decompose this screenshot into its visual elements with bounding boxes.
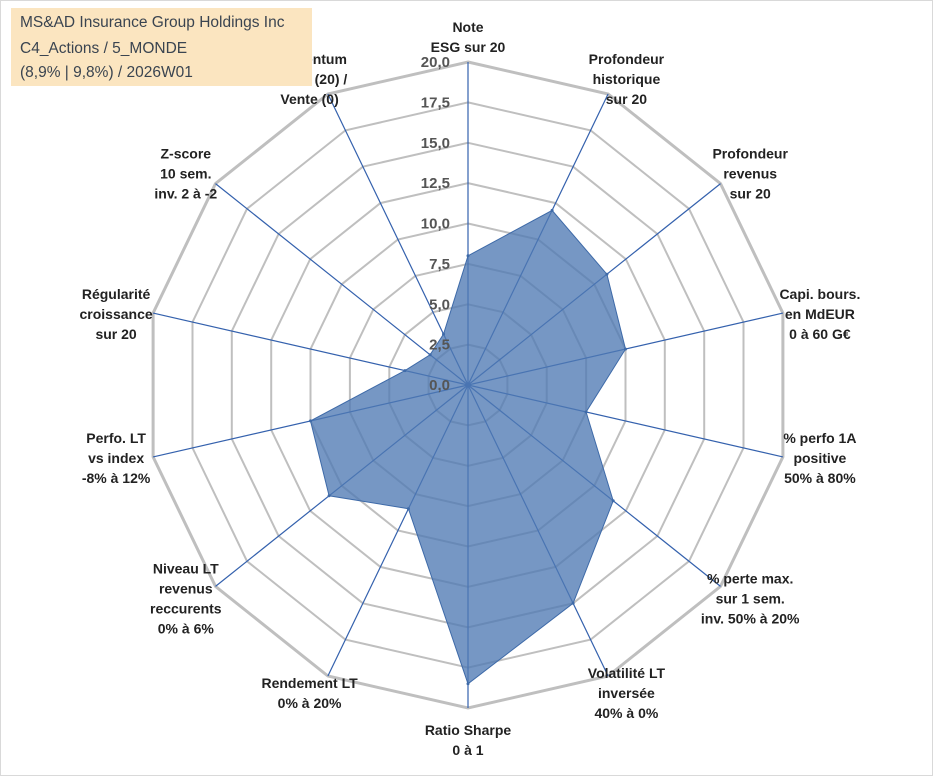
radar-series	[309, 208, 627, 686]
axis-label-2: Profondeur revenus sur 20	[712, 145, 788, 201]
tick-label: 10,0	[421, 216, 450, 233]
axis-label-line: revenus	[723, 165, 777, 181]
axis-label-9: Niveau LT revenus reccurents 0% à 6%	[150, 561, 222, 637]
axis-label-12: Z-score 10 sem. inv. 2 à -2	[154, 145, 217, 201]
axis-label-line: Niveau LT	[153, 561, 219, 577]
axis-label-11: Régularité croissance sur 20	[80, 286, 153, 342]
series-point-0	[466, 254, 470, 258]
axis-label-line: 0% à 6%	[158, 621, 215, 637]
axis-label-line: croissance	[80, 306, 153, 322]
series-point-1	[550, 208, 554, 212]
axis-label-line: Rendement LT	[261, 675, 358, 691]
tick-label: 15,0	[421, 135, 450, 152]
header-box: MS&AD Insurance Group Holdings Inc C4_Ac…	[11, 8, 312, 86]
series-point-10	[309, 419, 312, 423]
axis-label-line: positive	[793, 450, 846, 466]
series-point-2	[605, 272, 609, 276]
axis-label-line: Capi. bours.	[779, 286, 860, 302]
axis-label-line: Profondeur	[589, 51, 665, 67]
series-point-5	[611, 499, 615, 503]
radar-axis-labels: Note ESG sur 20 Profondeur historique sur 20…	[80, 19, 861, 758]
axis-label-line: Perfo. LT	[86, 430, 146, 446]
axis-label-line: Ratio Sharpe	[425, 722, 512, 738]
axis-label-line: sur 20	[606, 91, 647, 107]
axis-label-line: 40% à 0%	[594, 705, 658, 721]
axis-label-line: reccurents	[150, 601, 222, 617]
axis-label-line: sur 1 sem.	[716, 591, 785, 607]
spoke-12	[215, 183, 469, 386]
axis-label-line: inv. 2 à -2	[154, 185, 217, 201]
series-point-8	[406, 507, 410, 511]
axis-label-8: Rendement LT 0% à 20%	[261, 675, 358, 711]
axis-label-4: % perfo 1A positive 50% à 80%	[783, 430, 856, 486]
series-point-6	[571, 601, 575, 605]
axis-label-line: en MdEUR	[785, 306, 855, 322]
axis-label-line: Note	[452, 19, 483, 35]
axis-label-line: ESG sur 20	[431, 39, 506, 55]
axis-label-line: sur 20	[95, 326, 136, 342]
axis-label-line: Régularité	[82, 286, 151, 302]
series-point-7	[466, 682, 470, 686]
axis-label-5: % perte max. sur 1 sem. inv. 50% à 20%	[701, 571, 800, 627]
axis-label-line: % perfo 1A	[783, 430, 856, 446]
axis-label-line: Z-score	[161, 145, 212, 161]
axis-label-line: Vente (0)	[280, 91, 338, 107]
series-point-13	[442, 332, 445, 336]
tick-label: 2,5	[429, 337, 450, 354]
tick-label: 5,0	[429, 296, 450, 313]
axis-label-line: Volatilité LT	[588, 665, 666, 681]
radar-tick-labels: 0,0 2,5 5,0 7,5 10,0 12,5 15,0 17,5 20,0	[421, 54, 450, 394]
header-stats: (8,9% | 9,8%) / 2026W01	[20, 64, 193, 81]
tick-label: 20,0	[421, 54, 450, 71]
series-point-12	[428, 353, 432, 357]
axis-label-0: Note ESG sur 20	[431, 19, 506, 55]
series-point-11	[403, 369, 407, 373]
tick-label: 0,0	[429, 377, 450, 394]
header-company-name: MS&AD Insurance Group Holdings Inc	[20, 14, 285, 31]
axis-label-line: 10 sem.	[160, 165, 211, 181]
tick-label: 7,5	[429, 256, 450, 273]
axis-label-line: vs index	[88, 450, 144, 466]
axis-label-line: revenus	[159, 581, 213, 597]
axis-label-1: Profondeur historique sur 20	[589, 51, 665, 107]
axis-label-10: Perfo. LT vs index -8% à 12%	[82, 430, 151, 486]
axis-label-line: % perte max.	[707, 571, 793, 587]
axis-label-6: Volatilité LT inversée 40% à 0%	[588, 665, 666, 721]
axis-label-line: 50% à 80%	[784, 470, 856, 486]
series-point-9	[327, 494, 331, 498]
series-point-4	[584, 410, 588, 414]
axis-label-line: inversée	[598, 685, 655, 701]
header-portfolio: C4_Actions / 5_MONDE	[20, 40, 188, 57]
axis-label-line: 0 à 60 G€	[789, 326, 851, 342]
series-point-3	[624, 347, 627, 351]
axis-label-3: Capi. bours. en MdEUR 0 à 60 G€	[779, 286, 860, 342]
axis-label-line: 0% à 20%	[278, 695, 342, 711]
axis-label-line: historique	[593, 71, 661, 87]
axis-label-line: -8% à 12%	[82, 470, 151, 486]
axis-label-line: 0 à 1	[452, 742, 483, 758]
axis-label-line: sur 20	[730, 185, 771, 201]
tick-label: 12,5	[421, 175, 450, 192]
axis-label-7: Ratio Sharpe 0 à 1	[425, 722, 512, 758]
tick-label: 17,5	[421, 94, 450, 111]
axis-label-line: inv. 50% à 20%	[701, 611, 800, 627]
axis-label-line: Profondeur	[712, 145, 788, 161]
